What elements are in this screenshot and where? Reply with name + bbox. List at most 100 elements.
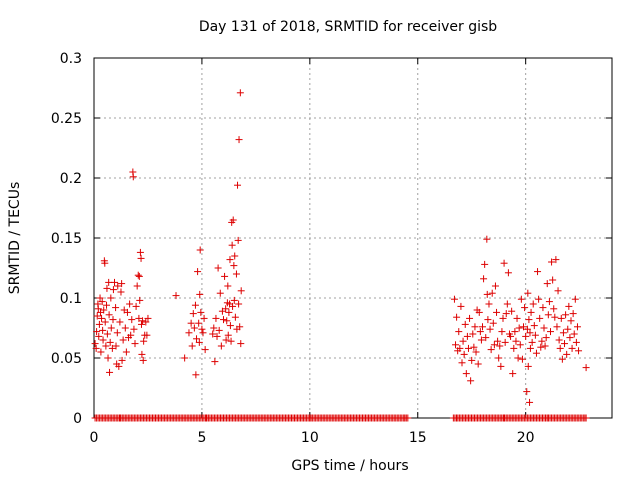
data-point — [543, 414, 551, 422]
data-point — [98, 314, 106, 322]
data-point — [202, 414, 210, 422]
data-point — [139, 356, 147, 364]
data-point — [470, 343, 478, 351]
data-points — [91, 89, 590, 422]
data-point — [115, 362, 123, 370]
data-point — [520, 323, 528, 331]
data-point — [480, 275, 488, 283]
data-point — [222, 305, 230, 313]
data-point — [517, 295, 525, 303]
data-point — [226, 322, 234, 330]
data-point — [582, 364, 590, 372]
y-axis-label: SRMTID / TECUs — [7, 182, 23, 295]
data-point — [102, 342, 110, 350]
data-point — [195, 338, 203, 346]
data-point — [136, 248, 144, 256]
data-point — [511, 328, 519, 336]
data-point — [187, 319, 195, 327]
data-point — [568, 344, 576, 352]
data-point — [455, 328, 463, 336]
data-point — [221, 272, 229, 280]
data-point — [234, 236, 242, 244]
data-point — [582, 414, 590, 422]
data-point — [526, 344, 534, 352]
data-point — [487, 346, 495, 354]
data-point — [229, 302, 237, 310]
data-point — [131, 340, 139, 348]
data-point — [571, 295, 579, 303]
data-point — [498, 328, 506, 336]
data-point — [112, 342, 120, 350]
data-point — [532, 349, 540, 357]
data-point — [235, 136, 243, 144]
data-point — [230, 262, 238, 270]
data-point — [122, 348, 130, 356]
data-point — [231, 252, 239, 260]
data-point — [237, 340, 245, 348]
data-point — [497, 362, 505, 370]
data-point — [469, 330, 477, 338]
data-point — [128, 316, 136, 324]
data-point — [123, 308, 131, 316]
data-point — [573, 323, 581, 331]
data-point — [474, 360, 482, 368]
data-point — [127, 331, 135, 339]
data-point — [450, 295, 458, 303]
data-point — [513, 314, 521, 322]
data-point — [522, 332, 530, 340]
data-point — [136, 296, 144, 304]
data-point — [181, 354, 189, 362]
data-point — [106, 338, 114, 346]
data-point — [93, 312, 101, 320]
data-point — [130, 325, 138, 333]
data-point — [481, 260, 489, 268]
data-point — [507, 332, 515, 340]
data-point — [485, 300, 493, 308]
data-point — [222, 336, 230, 344]
data-point — [496, 342, 504, 350]
data-point — [569, 310, 577, 318]
data-point — [458, 359, 466, 367]
data-point — [194, 268, 202, 276]
data-point — [200, 314, 208, 322]
data-point — [467, 377, 475, 385]
data-point — [109, 316, 117, 324]
data-point — [99, 326, 107, 334]
data-point — [97, 348, 105, 356]
data-point — [129, 173, 137, 181]
data-point — [224, 331, 232, 339]
data-point — [116, 318, 124, 326]
data-point — [235, 300, 243, 308]
data-point — [493, 308, 501, 316]
data-point — [555, 336, 563, 344]
data-point — [142, 318, 150, 326]
data-point — [472, 348, 480, 356]
data-point — [191, 301, 199, 309]
data-point — [220, 316, 227, 324]
data-point — [543, 280, 551, 288]
data-point — [100, 306, 108, 314]
data-point — [464, 344, 472, 352]
data-point — [457, 302, 465, 310]
data-point — [196, 290, 204, 298]
data-point — [552, 256, 560, 264]
data-point — [558, 355, 566, 363]
data-point — [139, 317, 147, 325]
data-point — [196, 246, 204, 254]
y-tick-label: 0.1 — [60, 291, 82, 307]
data-point — [211, 358, 219, 366]
data-point — [185, 329, 193, 337]
data-point — [92, 344, 100, 352]
data-point — [453, 414, 461, 422]
data-point — [232, 270, 240, 278]
y-tick-label: 0.2 — [60, 171, 82, 187]
data-point — [94, 305, 102, 313]
data-point — [111, 278, 119, 286]
data-point — [544, 311, 552, 319]
data-point — [479, 323, 486, 331]
x-tick-label: 10 — [301, 430, 319, 446]
data-point — [215, 326, 223, 334]
data-point — [209, 330, 217, 338]
data-point — [483, 235, 491, 243]
